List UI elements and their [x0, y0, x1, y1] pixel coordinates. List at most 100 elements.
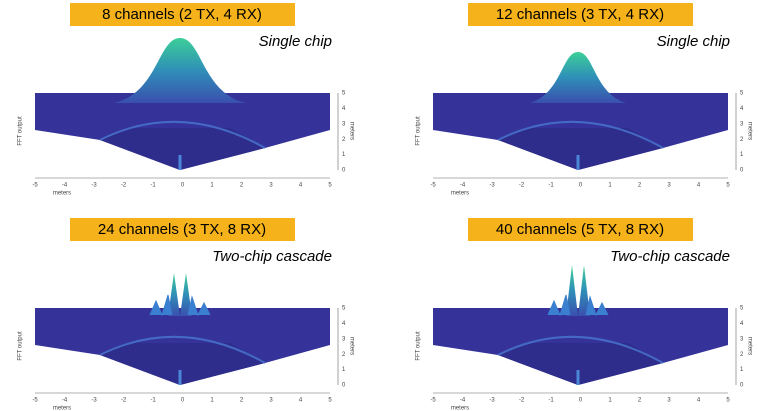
x-axis-label: meters	[451, 406, 469, 411]
x-tick-label: 0	[181, 398, 185, 404]
y-tick-label: 5	[342, 306, 346, 312]
x-tick-label: 3	[667, 398, 671, 404]
surface-floor	[498, 343, 663, 385]
x-tick-label: 1	[210, 183, 214, 189]
x-axis-label: meters	[53, 406, 71, 411]
x-tick-label: 2	[240, 183, 244, 189]
surface-ridge	[497, 120, 664, 149]
x-tick-label: 1	[608, 183, 612, 189]
y-tick-label: 5	[740, 91, 744, 97]
peak	[180, 273, 192, 316]
x-tick-label: -4	[460, 398, 466, 404]
panel-label: 40 channels (5 TX, 8 RX)	[496, 221, 664, 238]
x-tick-label: 4	[697, 183, 701, 189]
x-tick-label: -1	[548, 398, 554, 404]
x-tick-label: 2	[240, 398, 244, 404]
peak	[168, 273, 180, 316]
y-tick-label: 0	[342, 168, 346, 174]
x-tick-label: 0	[181, 183, 185, 189]
y-tick-label: 2	[342, 137, 346, 143]
x-tick-label: -2	[121, 398, 127, 404]
y-tick-label: 2	[740, 137, 744, 143]
label-box	[468, 218, 693, 241]
x-tick-label: 0	[579, 183, 583, 189]
y-tick-label: 1	[342, 367, 346, 373]
x-tick-label: -2	[519, 398, 525, 404]
x-tick-label: 3	[269, 398, 273, 404]
y-tick-label: 1	[740, 367, 744, 373]
surface-floor	[100, 343, 265, 385]
x-tick-label: 5	[726, 398, 730, 404]
x-tick-label: 4	[299, 183, 303, 189]
y-axis-label: meters	[348, 337, 354, 355]
label-box	[468, 3, 693, 26]
x-tick-label: -4	[62, 183, 68, 189]
x-tick-label: -1	[150, 398, 156, 404]
sidelobes	[149, 294, 211, 317]
x-tick-label: -2	[519, 183, 525, 189]
panel-subtitle: Two-chip cascade	[610, 248, 730, 265]
z-axis-label: FFT output	[416, 331, 422, 361]
x-tick-label: -2	[121, 183, 127, 189]
x-tick-label: -3	[489, 398, 495, 404]
panel-subtitle: Single chip	[657, 33, 730, 50]
panel: 12 channels (3 TX, 4 RX) Single chip -5 -4 -…	[416, 3, 752, 197]
y-tick-label: 3	[740, 121, 744, 127]
x-axis-label: meters	[451, 191, 469, 197]
x-tick-label: 1	[608, 398, 612, 404]
x-tick-label: -3	[91, 398, 97, 404]
panel: 40 channels (5 TX, 8 RX) Two-chip cascade…	[416, 218, 752, 411]
peak	[114, 38, 246, 103]
y-tick-label: 3	[342, 336, 346, 342]
z-axis-label: FFT output	[416, 116, 422, 146]
panel-subtitle: Single chip	[259, 33, 332, 50]
z-axis-label: FFT output	[18, 331, 24, 361]
label-box	[70, 3, 295, 26]
y-tick-label: 3	[342, 121, 346, 127]
x-tick-label: 5	[328, 183, 332, 189]
y-axis-label: meters	[348, 122, 354, 140]
x-tick-label: -1	[150, 183, 156, 189]
panel: 24 channels (3 TX, 8 RX) Two-chip cascade…	[18, 218, 354, 411]
y-tick-label: 4	[342, 321, 346, 327]
panel-label: 12 channels (3 TX, 4 RX)	[496, 6, 664, 23]
y-tick-label: 4	[342, 106, 346, 112]
y-tick-label: 5	[342, 91, 346, 97]
surface-floor	[498, 128, 663, 170]
x-tick-label: -3	[489, 183, 495, 189]
surface-ridge	[99, 120, 266, 149]
panel-label: 8 channels (2 TX, 4 RX)	[102, 6, 262, 23]
x-tick-label: -1	[548, 183, 554, 189]
y-tick-label: 0	[342, 383, 346, 389]
peak	[530, 52, 626, 103]
sidelobes	[547, 294, 609, 317]
x-axis-label: meters	[53, 191, 71, 197]
y-tick-label: 2	[342, 352, 346, 358]
x-tick-label: 4	[697, 398, 701, 404]
y-tick-label: 1	[740, 152, 744, 158]
x-tick-label: -5	[430, 398, 436, 404]
x-tick-label: 3	[269, 183, 273, 189]
x-tick-label: 5	[726, 183, 730, 189]
x-tick-label: 0	[579, 398, 583, 404]
y-tick-label: 2	[740, 352, 744, 358]
x-tick-label: 2	[638, 398, 642, 404]
peak	[578, 265, 590, 316]
y-tick-label: 1	[342, 152, 346, 158]
x-tick-label: -3	[91, 183, 97, 189]
y-axis-label: meters	[746, 337, 752, 355]
y-tick-label: 4	[740, 321, 744, 327]
x-tick-label: -4	[460, 183, 466, 189]
surface-ridge	[99, 335, 266, 364]
y-tick-label: 0	[740, 168, 744, 174]
panel: 8 channels (2 TX, 4 RX) Single chip -5 -4 -3…	[18, 3, 354, 197]
x-tick-label: 5	[328, 398, 332, 404]
y-tick-label: 0	[740, 383, 744, 389]
x-tick-label: -5	[32, 183, 38, 189]
x-tick-label: -5	[32, 398, 38, 404]
z-axis-label: FFT output	[18, 116, 24, 146]
x-tick-label: 3	[667, 183, 671, 189]
x-tick-label: 4	[299, 398, 303, 404]
y-tick-label: 3	[740, 336, 744, 342]
